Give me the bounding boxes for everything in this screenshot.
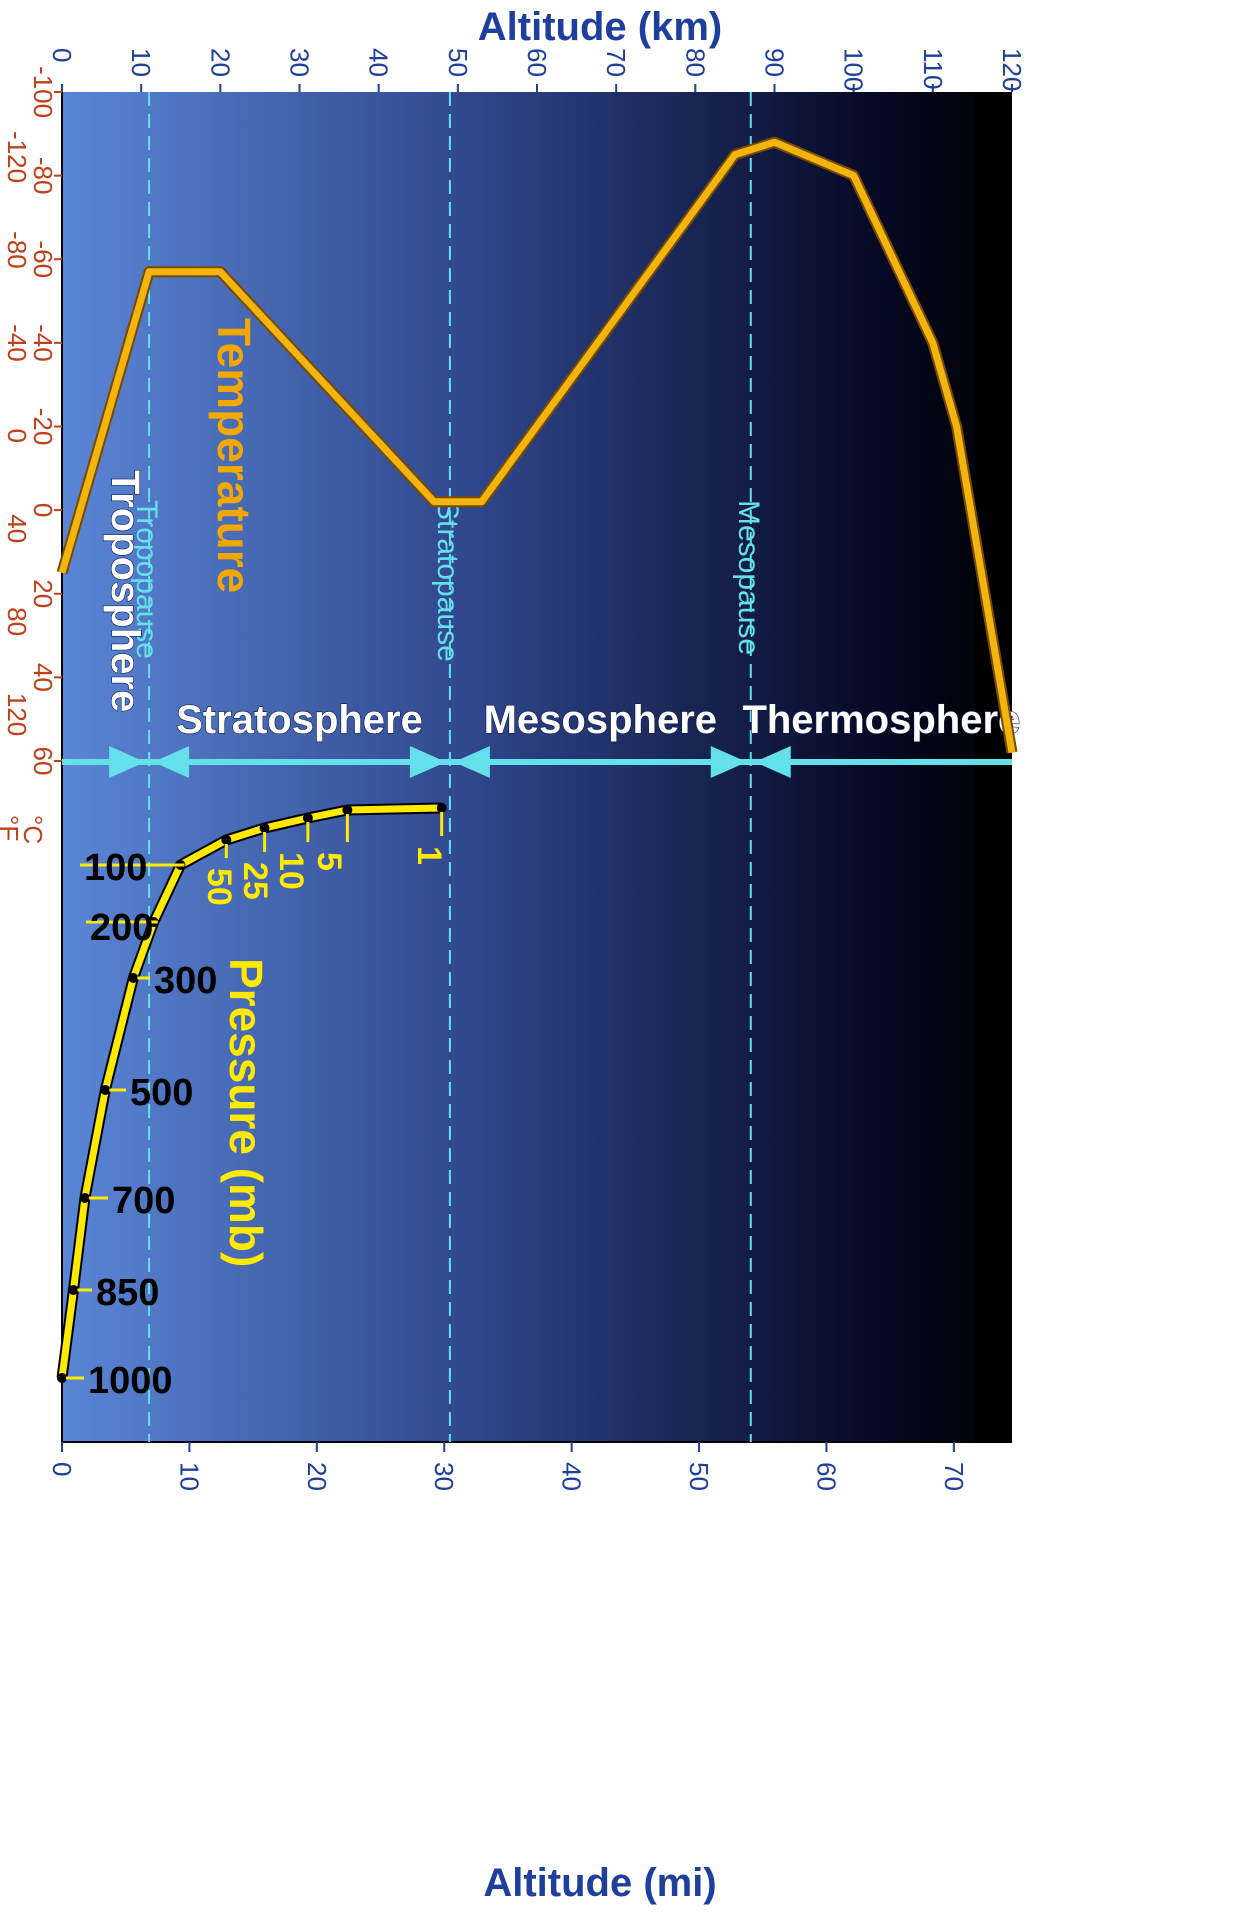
pressure-value-label: 850: [96, 1272, 159, 1314]
pressure-value-label: 1: [410, 846, 448, 865]
plot-dark-band: [975, 92, 1012, 1442]
boundary-label-stratopause: Stratopause: [431, 500, 464, 662]
km-axis-title: Altitude (km): [478, 5, 722, 49]
pressure-value-label: 300: [154, 960, 217, 1002]
celsius-tick-label: 0: [28, 503, 58, 517]
km-tick-label: 100: [839, 48, 869, 91]
pressure-point: [221, 835, 232, 845]
fahrenheit-tick-label: 80: [2, 607, 32, 636]
pressure-value-label: 700: [112, 1180, 175, 1222]
km-tick-label: 60: [522, 48, 552, 77]
km-tick-label: 10: [126, 48, 156, 77]
layer-label-troposphere: Troposphere: [103, 470, 147, 712]
pressure-line: [58, 804, 442, 1379]
pressure-point: [57, 1373, 67, 1383]
km-tick-label: 70: [601, 48, 631, 77]
celsius-tick-label: -40: [28, 324, 58, 362]
km-tick-label: 0: [47, 48, 77, 62]
celsius-tick-label: 20: [28, 579, 58, 608]
mi-axis-title: Altitude (mi): [483, 1861, 716, 1905]
fahrenheit-tick-label: -120: [2, 131, 32, 183]
celsius-tick-label: -100: [28, 66, 58, 118]
mi-tick-label: 60: [811, 1462, 841, 1491]
boundary-label-mesopause: Mesopause: [732, 500, 765, 655]
km-tick-label: 20: [205, 48, 235, 77]
mi-tick-label: 40: [557, 1462, 587, 1491]
km-tick-label: 80: [680, 48, 710, 77]
pressure-value-label: 1000: [88, 1360, 173, 1402]
layer-label-stratosphere: Stratosphere: [176, 698, 423, 742]
boundary-label-tropopause: Tropopause: [130, 500, 163, 659]
pressure-point: [68, 1285, 79, 1295]
pressure-point: [79, 1193, 90, 1203]
fahrenheit-tick-label: -80: [2, 231, 32, 269]
fahrenheit-tick-label: 0: [2, 429, 32, 443]
arrow-head-right-troposphere: [109, 746, 146, 778]
arrow-head-left-thermosphere: [754, 746, 791, 778]
pressure-value-label: 25: [236, 862, 274, 900]
pressure-point: [100, 1085, 111, 1095]
pressure-point: [436, 803, 447, 813]
temperature-line: [58, 138, 1016, 754]
fahrenheit-tick-label: -40: [2, 324, 32, 362]
mi-tick-label: 30: [429, 1462, 459, 1491]
plot-background: [62, 92, 1012, 1442]
arrow-head-left-mesosphere: [453, 746, 490, 778]
mi-tick-label: 0: [47, 1462, 77, 1476]
pressure-value-label: 100: [84, 847, 147, 889]
mi-tick-label: 10: [174, 1462, 204, 1491]
pressure-value-label: 10: [272, 852, 310, 890]
pressure-value-label: 500: [130, 1072, 193, 1114]
arrow-head-right-mesosphere: [710, 746, 747, 778]
pressure-point: [302, 813, 313, 823]
km-tick-label: 110: [918, 48, 948, 89]
celsius-tick-label: -80: [28, 157, 58, 195]
fahrenheit-tick-label: 120: [2, 693, 32, 736]
celsius-tick-label: 40: [28, 663, 58, 692]
arrow-head-left-stratosphere: [153, 746, 190, 778]
km-tick-label: 120: [997, 48, 1027, 91]
layer-label-mesosphere: Mesosphere: [484, 698, 717, 742]
mi-tick-label: 50: [684, 1462, 714, 1491]
mi-tick-label: 20: [302, 1462, 332, 1491]
fahrenheit-unit-label: °F: [0, 815, 24, 841]
arrow-head-right-stratosphere: [409, 746, 446, 778]
celsius-tick-label: -20: [28, 408, 58, 446]
pressure-value-label: 200: [90, 907, 153, 949]
km-tick-label: 50: [443, 48, 473, 77]
pressure-point: [259, 823, 270, 833]
pressure-value-label: 50: [200, 868, 238, 906]
layer-label-thermosphere: Thermosphere: [742, 698, 1020, 742]
km-tick-label: 40: [364, 48, 394, 77]
celsius-tick-label: -60: [28, 240, 58, 278]
km-tick-label: 90: [760, 48, 790, 77]
celsius-unit-label: °C: [18, 815, 48, 844]
km-tick-label: 30: [285, 48, 315, 77]
mi-tick-label: 70: [939, 1462, 969, 1491]
celsius-tick-label: 60: [28, 747, 58, 776]
temperature-series-label: Temperature: [208, 318, 260, 593]
pressure-value-label: 5: [310, 852, 348, 871]
pressure-series-label: Pressure (mb): [220, 958, 272, 1267]
fahrenheit-tick-label: 40: [2, 514, 32, 543]
pressure-point: [128, 973, 139, 983]
pressure-point: [342, 805, 353, 815]
